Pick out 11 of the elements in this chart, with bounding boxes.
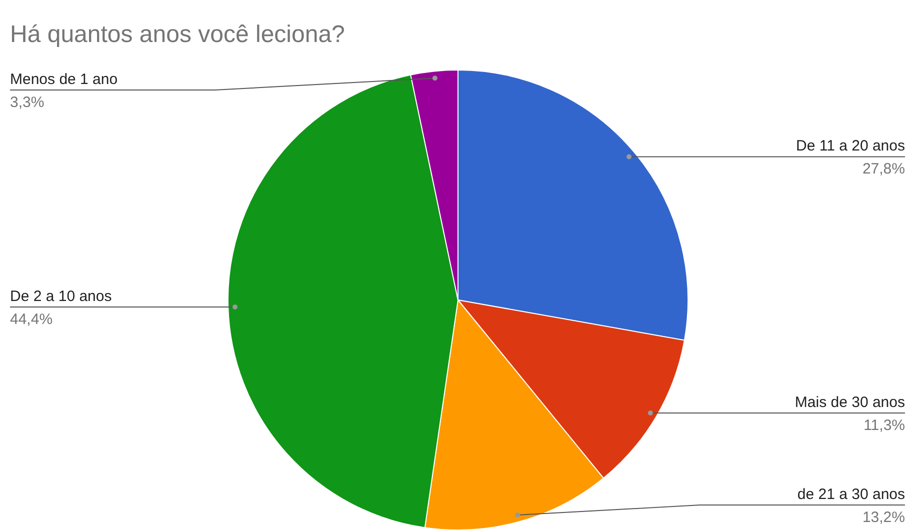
slice-label: Mais de 30 anos <box>794 394 905 411</box>
data-label: 11,3% <box>864 416 905 434</box>
data-label: 13,2% <box>862 509 905 526</box>
data-label: 44,4% <box>10 311 53 328</box>
slice-label: Menos de 1 ano <box>10 71 118 88</box>
chart-title: Há quantos anos você leciona? <box>10 21 345 48</box>
slice-label: de 21 a 30 anos <box>797 486 905 503</box>
slice-label: De 2 a 10 anos <box>10 288 112 306</box>
data-label: 27,8% <box>862 160 905 178</box>
slice-label: De 11 a 20 anos <box>796 138 905 155</box>
data-label: 3,3% <box>10 94 44 111</box>
